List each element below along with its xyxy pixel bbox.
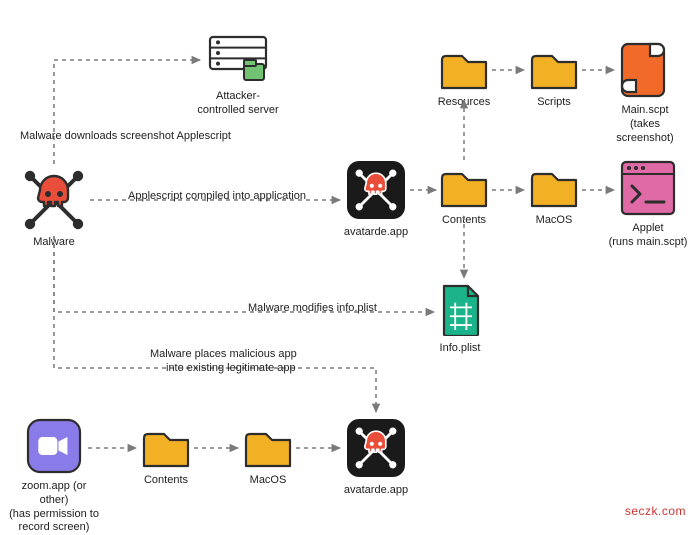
- node-label: Scripts: [509, 96, 599, 110]
- node-label: Malware: [9, 236, 99, 250]
- edge: [54, 236, 434, 312]
- folder-icon: [530, 168, 578, 208]
- node-mainscpt: Main.scpt(takes screenshot): [600, 38, 690, 145]
- node-avatarde_bot: avatarde.app: [331, 418, 421, 498]
- folder-icon: [244, 428, 292, 468]
- edge-label: into existing legitimate app: [166, 362, 296, 374]
- node-macos_bot: MacOS: [223, 428, 313, 488]
- edge-label: Malware modifies info.plist: [248, 302, 377, 314]
- folder-icon: [530, 50, 578, 90]
- edge-label: Malware downloads screenshot Applescript: [20, 130, 231, 142]
- node-label: MacOS: [509, 214, 599, 228]
- app-skull-icon: [346, 160, 406, 220]
- node-label: Info.plist: [415, 342, 505, 356]
- edge-label: Applescript compiled into application: [128, 190, 306, 202]
- node-infoplist: Info.plist: [415, 284, 505, 356]
- node-avatarde_mid: avatarde.app: [331, 160, 421, 240]
- node-label: Attacker-controlled server: [193, 90, 283, 118]
- node-resources: Resources: [419, 50, 509, 110]
- sheet-icon: [440, 284, 480, 336]
- edge-label: Malware places malicious app: [150, 348, 297, 360]
- node-contents_mid: Contents: [419, 168, 509, 228]
- scroll-icon: [620, 38, 670, 98]
- folder-icon: [440, 50, 488, 90]
- node-label: Contents: [121, 474, 211, 488]
- app-skull-icon: [346, 418, 406, 478]
- node-contents_bot: Contents: [121, 428, 211, 488]
- watermark: seczk.com: [625, 504, 686, 518]
- node-label: Contents: [419, 214, 509, 228]
- folder-icon: [142, 428, 190, 468]
- node-malware: Malware: [9, 170, 99, 250]
- node-label: zoom.app (or other): [9, 480, 99, 508]
- skull-icon: [24, 170, 84, 230]
- node-sublabel: (has permission to record screen): [9, 508, 99, 535]
- node-label: Main.scpt: [600, 104, 690, 118]
- node-sublabel: (runs main.scpt): [603, 236, 693, 250]
- node-scripts: Scripts: [509, 50, 599, 110]
- node-label: Applet: [603, 222, 693, 236]
- node-label: avatarde.app: [331, 226, 421, 240]
- terminal-icon: [620, 160, 676, 216]
- node-macos_mid: MacOS: [509, 168, 599, 228]
- node-label: MacOS: [223, 474, 313, 488]
- zoom-icon: [26, 418, 82, 474]
- node-sublabel: (takes screenshot): [600, 118, 690, 146]
- folder-icon: [440, 168, 488, 208]
- node-label: Resources: [419, 96, 509, 110]
- edge: [54, 236, 376, 412]
- node-server: Attacker-controlled server: [193, 34, 283, 118]
- node-zoom: zoom.app (or other)(has permission to re…: [9, 418, 99, 535]
- node-applet: Applet(runs main.scpt): [603, 160, 693, 250]
- server-icon: [208, 34, 268, 84]
- edge: [54, 60, 200, 164]
- node-label: avatarde.app: [331, 484, 421, 498]
